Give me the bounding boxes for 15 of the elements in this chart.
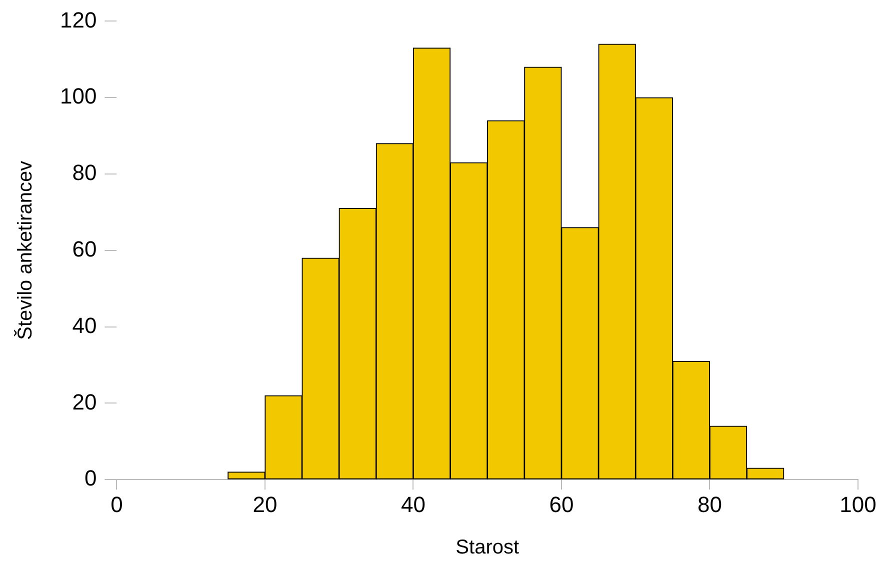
- y-tick-label: 80: [72, 160, 97, 186]
- x-tick-label: 40: [400, 492, 426, 517]
- x-tick-label: 60: [549, 492, 574, 517]
- y-tick-label: 120: [60, 7, 97, 32]
- y-tick-label: 40: [72, 312, 97, 338]
- x-tick-label: 80: [698, 492, 722, 517]
- y-tick-label: 0: [84, 466, 97, 491]
- y-tick-label: 20: [72, 389, 97, 414]
- x-tick-label: 100: [840, 492, 876, 517]
- y-tick-label: 100: [60, 84, 97, 109]
- y-axis-title: Število anketirancev: [14, 160, 37, 340]
- x-axis-title: Starost: [456, 536, 520, 559]
- x-tick-label: 0: [110, 492, 123, 517]
- y-tick-label: 60: [72, 236, 97, 262]
- x-tick-label: 20: [252, 492, 278, 517]
